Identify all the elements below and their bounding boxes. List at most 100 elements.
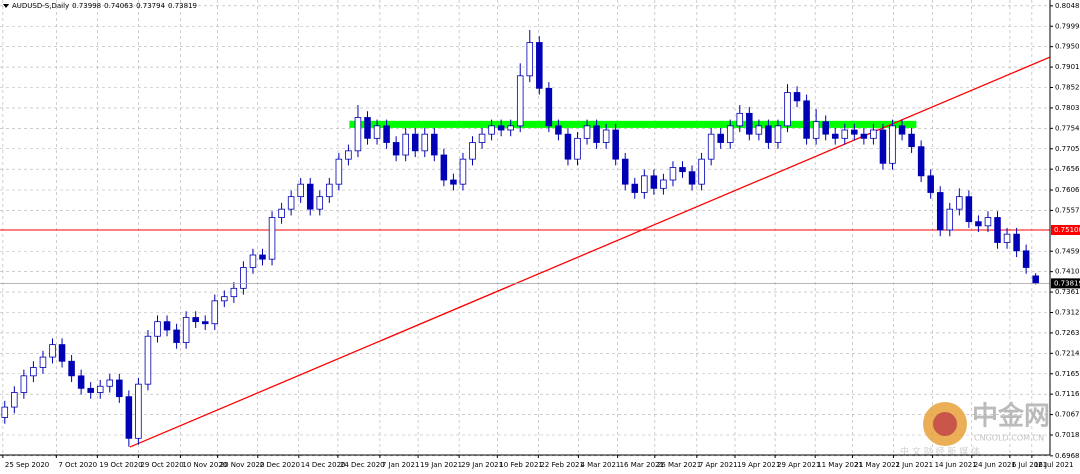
candle-body xyxy=(478,133,486,143)
candle-body xyxy=(49,344,56,358)
candle-body xyxy=(822,121,829,135)
watermark: 中金网 CNGOLD.COM.CN 中 文 财 经 新 媒 体 xyxy=(900,401,1050,458)
x-tick-label: 19 Jan 2021 xyxy=(420,461,462,469)
header: AUDUSD-S,Daily 0.73998 0.74063 0.73794 0.73… xyxy=(3,2,197,10)
x-tick-label: 16 Mar 2021 xyxy=(620,461,664,469)
candle-body xyxy=(793,92,801,102)
candle-body xyxy=(469,142,476,160)
candle-body xyxy=(755,125,763,135)
x-tick-label: 25 Sep 2020 xyxy=(5,461,49,469)
candle-body xyxy=(106,379,114,387)
candle-body xyxy=(459,158,467,185)
candle-body xyxy=(1032,275,1039,284)
x-tick-label: 4 Mar 2021 xyxy=(580,461,620,469)
x-tick-label: 7 Oct 2020 xyxy=(58,461,97,469)
candle-body xyxy=(994,217,1001,243)
x-tick-label: 2 Jun 2021 xyxy=(895,461,933,469)
header-value: 0.73819 xyxy=(168,2,197,10)
grid-layer xyxy=(0,0,1050,457)
candle-body xyxy=(68,360,75,377)
x-tick-label: 10 Nov 2020 xyxy=(182,461,227,469)
candle-body xyxy=(211,300,219,325)
candle-body xyxy=(851,129,858,135)
candle-body xyxy=(345,150,352,160)
x-tick-label: 7 Apr 2021 xyxy=(699,461,738,469)
candle-body xyxy=(11,392,18,408)
chart-title: AUDUSD-S,Daily xyxy=(12,2,69,10)
candle-body xyxy=(297,183,304,198)
x-tick-label: 7 Jan 2021 xyxy=(382,461,420,469)
candle-body xyxy=(30,367,37,377)
candle-body xyxy=(201,321,209,325)
x-tick-label: 19 Apr 2021 xyxy=(737,461,780,469)
candle-body xyxy=(812,121,820,139)
x-tick-label: 24 Jun 2021 xyxy=(974,461,1016,469)
y-tick-label: 0.69680 xyxy=(1055,452,1080,460)
candle-body xyxy=(125,396,133,439)
x-tick-label: 29 Oct 2020 xyxy=(140,461,183,469)
candle-body xyxy=(421,133,429,152)
x-tick-label: 2 Dec 2020 xyxy=(260,461,300,469)
candle-body xyxy=(650,175,658,189)
candle-body xyxy=(316,196,324,210)
zone xyxy=(349,120,917,128)
candle-body xyxy=(240,267,247,289)
candle-body xyxy=(1,406,9,418)
price-label-box xyxy=(1051,225,1080,235)
candle-body xyxy=(488,125,495,135)
candle-body xyxy=(956,196,963,210)
candle-body xyxy=(1003,233,1011,243)
candle-body xyxy=(230,287,238,298)
header-value: 0.73794 xyxy=(136,2,165,10)
header-value: 0.74063 xyxy=(104,2,133,10)
candle-body xyxy=(450,179,457,185)
candle-body xyxy=(669,167,677,181)
candle-body xyxy=(831,133,839,139)
candle-body xyxy=(402,133,409,156)
price-label-box xyxy=(1051,278,1080,289)
candle-body xyxy=(507,125,514,131)
candle-body xyxy=(364,117,371,139)
candle-body xyxy=(870,129,877,139)
candle-body xyxy=(268,217,276,260)
x-tick-label: 14 Jun 2021 xyxy=(935,461,977,469)
candle-body xyxy=(908,133,915,148)
candle-body xyxy=(144,335,152,385)
x-tick-label: 11 May 2021 xyxy=(817,461,863,469)
candle-body xyxy=(287,196,295,210)
x-tick-label: 21 May 2021 xyxy=(854,461,900,469)
candle-body xyxy=(278,208,285,218)
candle-body xyxy=(536,42,543,89)
candle-body xyxy=(1013,233,1020,252)
candle-body xyxy=(173,329,180,343)
candle-body xyxy=(879,129,887,164)
candle-body xyxy=(116,379,123,398)
plot-layer xyxy=(0,30,1051,448)
candle-body xyxy=(306,183,314,210)
x-tick-label: 29 Jan 2021 xyxy=(461,461,503,469)
candle-body xyxy=(411,133,419,152)
candle-body xyxy=(163,321,171,331)
candle-body xyxy=(392,142,400,156)
x-tick-label: 16 Jul 2021 xyxy=(1034,461,1074,469)
candle-body xyxy=(765,125,772,143)
x-tick-label: 6 Jul 2021 xyxy=(1012,461,1047,469)
candle-body xyxy=(602,129,610,143)
watermark-title: 中金网 xyxy=(972,401,1050,432)
candle-body xyxy=(39,356,47,368)
candle-body xyxy=(77,375,85,389)
candle-body xyxy=(860,133,868,139)
candle-body xyxy=(841,129,849,139)
trend-line xyxy=(129,56,1051,448)
candle-body xyxy=(440,154,448,181)
